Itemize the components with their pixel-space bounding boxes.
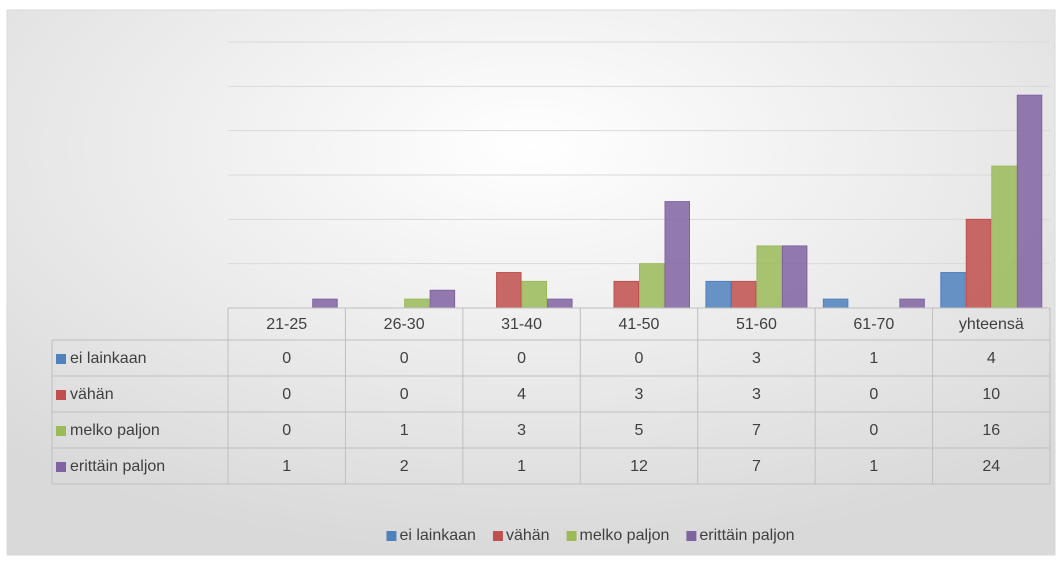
legend-key [566,531,577,541]
bar [664,201,690,309]
table-cell: 24 [982,458,1000,475]
x-tick-label: 31-40 [501,316,542,333]
row-label: ei lainkaan [70,350,147,367]
table-cell: 1 [400,422,409,439]
bar [705,280,731,309]
table-cell: 7 [752,422,761,439]
bar [496,272,522,309]
table-cell: 3 [752,386,761,403]
legend-label: erittäin paljon [699,527,794,544]
bar [312,298,338,309]
table-cell: 7 [752,458,761,475]
table-cell: 3 [517,422,526,439]
table-cell: 5 [635,422,644,439]
table-cell: 0 [400,386,409,403]
table-cell: 3 [635,386,644,403]
legend-key [492,531,503,541]
table-cell: 0 [282,386,291,403]
table-cell: 4 [517,386,526,403]
x-tick-label: 51-60 [736,316,777,333]
table-cell: 3 [752,350,761,367]
table-cell: 10 [982,386,1000,403]
table-cell: 16 [982,422,1000,439]
bar [1016,94,1043,309]
legend-key [386,531,397,541]
table-cell: 4 [987,350,996,367]
bar [991,165,1017,309]
legend-label: ei lainkaan [399,527,476,544]
bar [521,280,548,309]
bar [730,280,757,309]
table-cell: 0 [282,350,291,367]
table-cell: 0 [869,422,878,439]
x-tick-label: 61-70 [853,316,894,333]
row-label: erittäin paljon [70,458,165,475]
legend-key [56,354,66,364]
bar [781,245,808,309]
legend-key [686,531,697,541]
table-cell: 2 [400,458,409,475]
table-cell: 0 [635,350,644,367]
x-tick-label: 21-25 [266,316,307,333]
bar [965,218,992,309]
row-label: vähän [70,386,114,403]
table-cell: 0 [869,386,878,403]
bar [547,298,573,309]
bar [940,272,966,309]
legend-key [56,426,66,436]
bar [404,298,430,309]
bar [429,289,456,309]
table-cell: 0 [400,350,409,367]
legend-key [56,390,66,400]
table-cell: 1 [869,350,878,367]
row-label: melko paljon [70,422,160,439]
legend-label: melko paljon [580,527,670,544]
bar [822,298,849,309]
table-cell: 1 [282,458,291,475]
bar [613,280,639,309]
table-cell: 12 [630,458,648,475]
table-cell: 1 [517,458,526,475]
legend-key [56,462,66,472]
table-cell: 0 [282,422,291,439]
legend-label: vähän [506,527,550,544]
table-cell: 1 [869,458,878,475]
x-tick-label: yhteensä [959,316,1024,333]
bar [639,263,665,309]
x-tick-label: 26-30 [384,316,425,333]
x-tick-label: 41-50 [619,316,660,333]
bar [899,298,925,309]
table-cell: 0 [517,350,526,367]
bar [756,245,782,309]
